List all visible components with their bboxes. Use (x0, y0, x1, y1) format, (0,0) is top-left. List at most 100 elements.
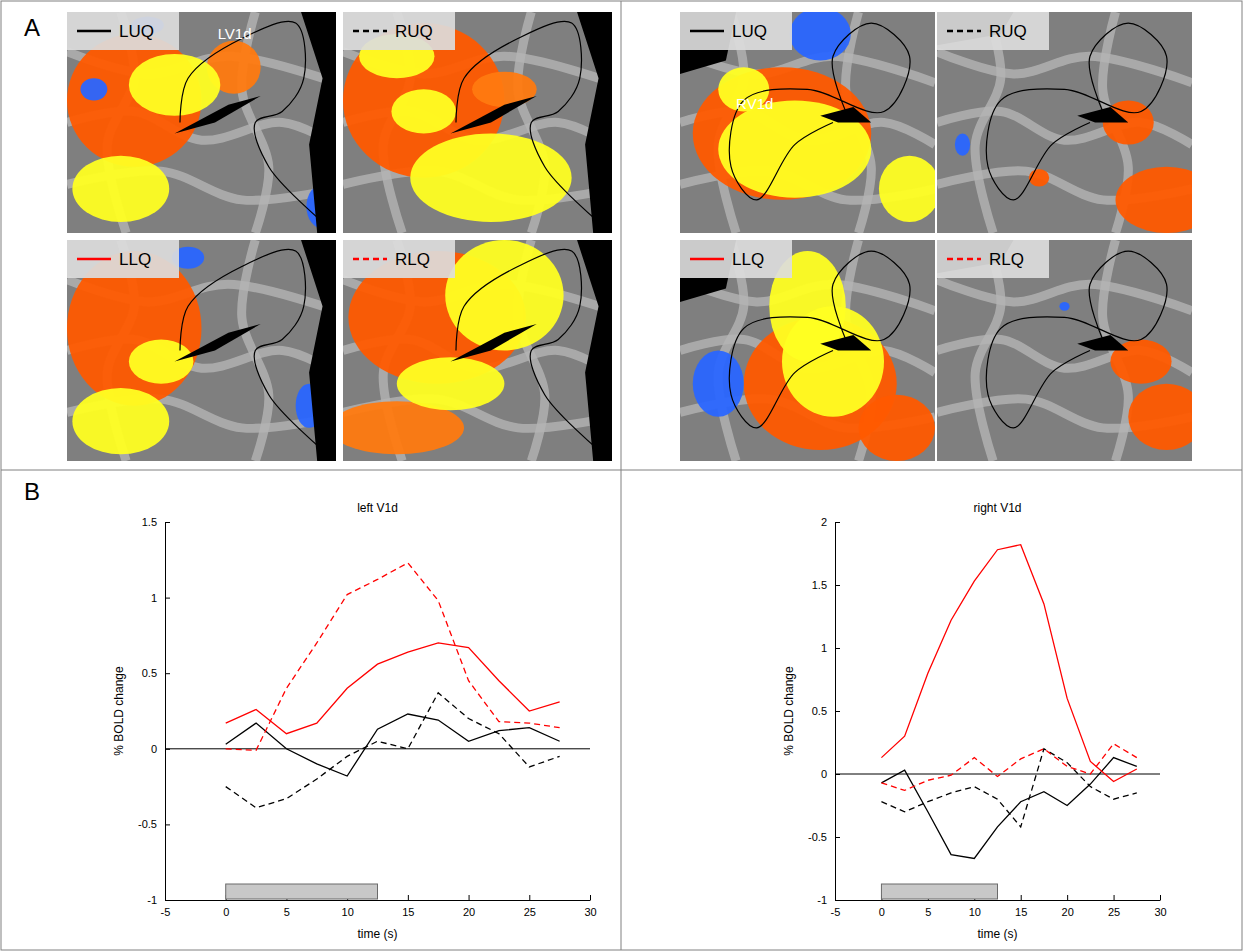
y-tick: 1.5 (812, 579, 840, 591)
legend-label: RLQ (989, 250, 1024, 269)
y-tick: 0.5 (812, 705, 840, 717)
cut-region (175, 96, 261, 134)
figure-border (1, 1, 1242, 950)
y-tick: -0.5 (138, 818, 170, 830)
y-tick-label: 1.5 (812, 579, 827, 591)
x-axis-line (836, 900, 1161, 901)
x-tick-mark (469, 895, 470, 900)
divider (621, 1, 622, 950)
x-tick-label: 5 (284, 906, 290, 918)
cut-region (820, 335, 871, 350)
activation-blob (391, 89, 456, 133)
legend-swatch (690, 30, 724, 33)
y-tick-label: 0 (821, 768, 827, 780)
y-tick-mark (165, 522, 170, 523)
cortical-map: LUQRV1d (680, 8, 940, 233)
activation-blob (1128, 384, 1192, 450)
cut-region (301, 240, 336, 461)
x-tick-label: -5 (161, 906, 171, 918)
y-tick-mark (835, 711, 840, 712)
y-tick: -1 (817, 894, 840, 906)
legend-label: RLQ (395, 250, 430, 269)
chart: -5051015202530-1-0.500.511.5left V1dtime… (112, 501, 597, 941)
y-tick: 0.5 (142, 667, 170, 679)
roi-contour (456, 249, 599, 450)
roi-contour (456, 21, 599, 222)
legend-swatch (77, 30, 111, 33)
cortical-map: RUQ (343, 12, 612, 233)
y-tick: 1 (151, 592, 170, 604)
x-axis-title: time (s) (978, 927, 1018, 941)
roi-contour (180, 249, 323, 450)
x-axis-line (166, 900, 591, 901)
x-tick: 20 (1062, 895, 1074, 918)
activation-blob (693, 67, 872, 200)
cortical-map: RLQ (330, 240, 612, 461)
y-tick-label: 0 (151, 743, 157, 755)
cut-region (451, 324, 537, 362)
legend-swatch (947, 30, 981, 33)
y-tick: 1.5 (142, 516, 170, 528)
legend-label: LUQ (732, 22, 767, 41)
activation-blob (397, 357, 505, 410)
x-tick: 20 (463, 895, 475, 918)
sulcus (937, 52, 1192, 83)
y-tick: 1 (821, 642, 840, 654)
y-axis: -1-0.500.511.5 (138, 516, 170, 906)
legend-box (680, 240, 792, 278)
y-tick-mark (835, 585, 840, 586)
x-tick-label: 15 (1015, 906, 1027, 918)
legend-box (343, 240, 455, 278)
stimulus-bar (881, 884, 997, 899)
chart: -5051015202530-1-0.500.511.52right V1dti… (782, 501, 1167, 941)
figure: ABLUQLV1dRUQLLQRLQLUQRV1dRUQLLQRLQ-50510… (0, 0, 1243, 951)
legend-swatch (353, 30, 387, 33)
legend-swatch (690, 258, 724, 261)
plot-area (835, 545, 1160, 899)
series-line (881, 744, 1136, 791)
x-tick-mark (590, 895, 591, 900)
legend-box (680, 12, 792, 50)
cortical-map: LLQ (67, 240, 336, 461)
legend-label: LLQ (119, 250, 151, 269)
divider (1, 470, 1242, 471)
cut-region (820, 107, 871, 122)
activation-blob (72, 388, 169, 454)
cortical-map: LLQ (680, 240, 935, 461)
activation-blob (859, 395, 936, 461)
activation-blob (1059, 302, 1069, 311)
roi-label: LV1d (218, 25, 252, 42)
map-background (680, 240, 935, 461)
activation-blob (129, 339, 194, 383)
reference-line (835, 774, 1160, 775)
plot-area (165, 563, 590, 899)
x-tick-label: 30 (1154, 906, 1166, 918)
cut-region (301, 12, 336, 233)
cut-region (175, 324, 261, 362)
x-tick-mark (408, 895, 409, 900)
panel-label: B (24, 478, 40, 505)
x-tick-label: 25 (524, 906, 536, 918)
y-tick-label: 1 (821, 642, 827, 654)
x-tick-label: 0 (879, 906, 885, 918)
y-tick-label: 0.5 (812, 705, 827, 717)
y-axis-title: % BOLD change (782, 666, 796, 756)
sulcus (937, 280, 1192, 311)
legend-box (937, 240, 1049, 278)
y-tick-mark (835, 648, 840, 649)
cortical-map: LUQLV1d (67, 12, 339, 233)
legend-label: RUQ (395, 22, 433, 41)
y-tick-label: -0.5 (138, 818, 157, 830)
activation-blob (718, 100, 871, 197)
cut-region (451, 96, 537, 134)
chart-title: left V1d (357, 501, 398, 515)
activation-blob (410, 134, 571, 222)
x-tick-label: 5 (925, 906, 931, 918)
series-line (881, 758, 1136, 859)
activation-blob (472, 72, 537, 107)
chart-title: right V1d (973, 501, 1021, 515)
y-tick: 2 (821, 516, 840, 528)
legend-label: RUQ (989, 22, 1027, 41)
series-line (881, 749, 1136, 827)
series-line (226, 643, 560, 734)
